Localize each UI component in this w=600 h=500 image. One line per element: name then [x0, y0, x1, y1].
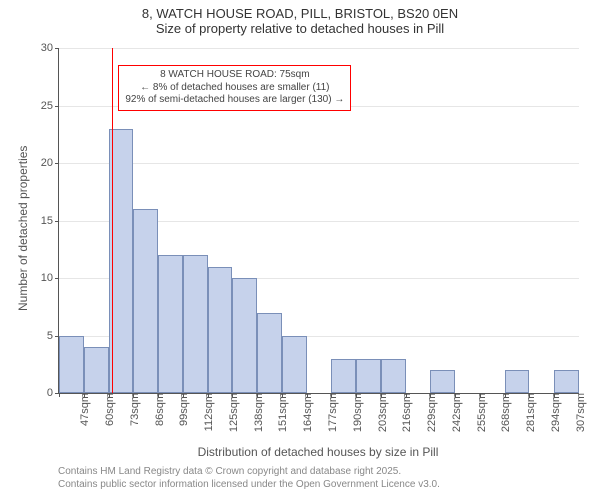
- title-line: 8, WATCH HOUSE ROAD, PILL, BRISTOL, BS20…: [0, 6, 600, 21]
- x-tick-label: 99sqm: [174, 393, 190, 426]
- copyright-footer: Contains HM Land Registry data © Crown c…: [58, 465, 440, 491]
- y-tick-label: 20: [41, 157, 59, 169]
- y-tick-label: 5: [47, 330, 59, 342]
- histogram-bar: [356, 359, 381, 394]
- x-tick-mark: [381, 393, 382, 397]
- x-tick-mark: [331, 393, 332, 397]
- y-tick-label: 10: [41, 272, 59, 284]
- x-tick-mark: [109, 393, 110, 397]
- footer-line: Contains public sector information licen…: [58, 478, 440, 491]
- x-tick-label: 112sqm: [199, 393, 215, 431]
- y-tick-label: 25: [41, 100, 59, 112]
- y-tick-label: 15: [41, 215, 59, 227]
- x-tick-label: 229sqm: [422, 393, 438, 432]
- x-tick-label: 242sqm: [447, 393, 463, 432]
- annotation-line: 92% of semi-detached houses are larger (…: [125, 94, 344, 107]
- x-tick-label: 86sqm: [150, 393, 166, 426]
- x-axis-label: Distribution of detached houses by size …: [58, 445, 578, 459]
- footer-line: Contains HM Land Registry data © Crown c…: [58, 465, 440, 478]
- x-tick-mark: [282, 393, 283, 397]
- x-tick-label: 73sqm: [125, 393, 141, 426]
- histogram-bar: [133, 209, 158, 393]
- x-tick-label: 268sqm: [496, 393, 512, 432]
- annotation-line: ← 8% of detached houses are smaller (11): [125, 82, 344, 95]
- plot-area: 05101520253047sqm60sqm73sqm86sqm99sqm112…: [58, 48, 579, 394]
- x-tick-mark: [529, 393, 530, 397]
- histogram-bar: [208, 267, 233, 394]
- x-tick-label: 255sqm: [472, 393, 488, 432]
- x-tick-mark: [158, 393, 159, 397]
- y-tick-label: 0: [47, 387, 59, 399]
- x-tick-label: 294sqm: [546, 393, 562, 432]
- x-tick-mark: [480, 393, 481, 397]
- x-tick-label: 307sqm: [571, 393, 587, 432]
- x-tick-label: 138sqm: [249, 393, 265, 432]
- chart-title: 8, WATCH HOUSE ROAD, PILL, BRISTOL, BS20…: [0, 0, 600, 36]
- x-tick-label: 151sqm: [273, 393, 289, 432]
- y-axis-label: Number of detached properties: [16, 145, 30, 310]
- chart-container: 8, WATCH HOUSE ROAD, PILL, BRISTOL, BS20…: [0, 0, 600, 500]
- x-tick-label: 281sqm: [521, 393, 537, 432]
- histogram-bar: [183, 255, 208, 393]
- gridline: [59, 48, 579, 49]
- x-tick-label: 216sqm: [397, 393, 413, 432]
- histogram-bar: [59, 336, 84, 394]
- x-tick-mark: [554, 393, 555, 397]
- x-tick-label: 60sqm: [100, 393, 116, 426]
- x-tick-label: 125sqm: [224, 393, 240, 432]
- x-tick-mark: [406, 393, 407, 397]
- x-tick-label: 203sqm: [373, 393, 389, 432]
- histogram-bar: [554, 370, 579, 393]
- x-tick-label: 47sqm: [75, 393, 91, 426]
- x-tick-mark: [133, 393, 134, 397]
- x-tick-mark: [455, 393, 456, 397]
- histogram-bar: [257, 313, 282, 394]
- histogram-bar: [505, 370, 530, 393]
- x-tick-label: 177sqm: [323, 393, 339, 432]
- title-line: Size of property relative to detached ho…: [0, 21, 600, 36]
- histogram-bar: [232, 278, 257, 393]
- histogram-bar: [282, 336, 307, 394]
- gridline: [59, 163, 579, 164]
- x-tick-label: 164sqm: [298, 393, 314, 432]
- reference-line: [112, 48, 113, 393]
- x-tick-mark: [257, 393, 258, 397]
- x-tick-label: 190sqm: [348, 393, 364, 432]
- x-tick-mark: [232, 393, 233, 397]
- y-tick-label: 30: [41, 42, 59, 54]
- x-tick-mark: [59, 393, 60, 397]
- histogram-bar: [430, 370, 455, 393]
- x-tick-mark: [84, 393, 85, 397]
- annotation-line: 8 WATCH HOUSE ROAD: 75sqm: [125, 69, 344, 82]
- x-tick-mark: [307, 393, 308, 397]
- histogram-bar: [158, 255, 183, 393]
- x-tick-mark: [183, 393, 184, 397]
- x-tick-mark: [356, 393, 357, 397]
- histogram-bar: [84, 347, 109, 393]
- histogram-bar: [331, 359, 356, 394]
- x-tick-mark: [505, 393, 506, 397]
- histogram-bar: [381, 359, 406, 394]
- x-tick-mark: [208, 393, 209, 397]
- annotation-box: 8 WATCH HOUSE ROAD: 75sqm← 8% of detache…: [118, 65, 351, 111]
- x-tick-mark: [430, 393, 431, 397]
